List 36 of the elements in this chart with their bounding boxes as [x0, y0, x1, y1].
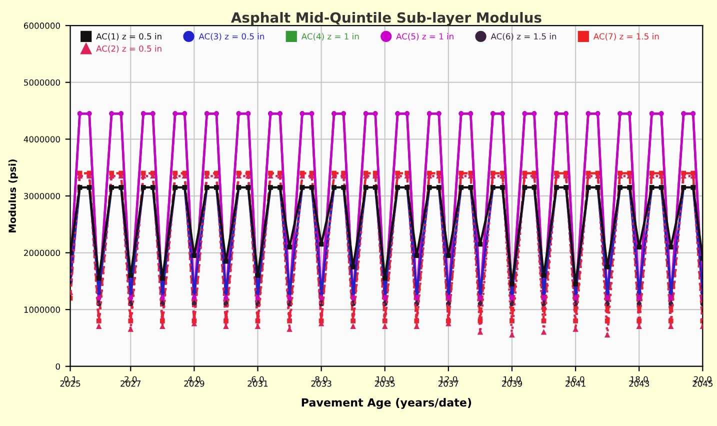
x-tick-label: 6.0 — [252, 376, 264, 383]
y-tick-label: 1000000 — [24, 306, 60, 313]
x-tick-label: 12.0 — [440, 376, 458, 383]
x2-tick-label: 2039 — [502, 380, 522, 387]
x-tick-label: 18.0 — [630, 376, 648, 383]
x-axis-title: Pavement Age (years/date) — [302, 398, 472, 409]
legend-label: AC(7) z = 1.5 in — [593, 33, 659, 40]
y-axis-title: Modulus (psi) — [8, 159, 18, 232]
x2-tick-label: 2035 — [374, 380, 395, 387]
legend-label: AC(2) z = 0.5 in — [96, 45, 162, 53]
x2-tick-label: 2031 — [248, 380, 268, 387]
legend-label: AC(4) z = 1 in — [301, 33, 359, 40]
x-tick-label: 16.0 — [567, 376, 584, 383]
legend-label: AC(5) z = 1 in — [396, 33, 454, 40]
y-tick-label: 3000000 — [24, 192, 60, 200]
x-tick-label: 0.1 — [64, 376, 76, 383]
x2-tick-label: 2027 — [120, 380, 141, 387]
x2-tick-label: 2029 — [184, 380, 204, 387]
x2-tick-label: 2043 — [629, 380, 650, 387]
y-tick-label: 2000000 — [24, 250, 60, 256]
legend-label: AC(6) z = 1.5 in — [490, 33, 556, 40]
y-tick-label: 6000000 — [24, 22, 60, 29]
x2-tick-label: 2045 — [692, 380, 713, 387]
x-tick-label: 4.0 — [188, 376, 200, 383]
x2-tick-label: 2033 — [311, 380, 332, 387]
x2-tick-label: 2037 — [438, 380, 458, 387]
y-tick-label: 4000000 — [24, 136, 60, 142]
y-tick-label: 5000000 — [24, 79, 60, 86]
y-tick-label: 0 — [56, 363, 60, 370]
chart-title: Asphalt Mid-Quintile Sub-layer Modulus — [231, 12, 542, 26]
legend-label: AC(1) z = 0.5 in — [96, 33, 162, 40]
x2-tick-label: 2025 — [60, 380, 80, 387]
x-tick-label: 2.0 — [124, 376, 137, 383]
x-tick-label: 8.0 — [315, 376, 328, 383]
legend-label: AC(3) z = 0.5 in — [198, 33, 264, 40]
x2-tick-label: 2041 — [566, 380, 586, 387]
